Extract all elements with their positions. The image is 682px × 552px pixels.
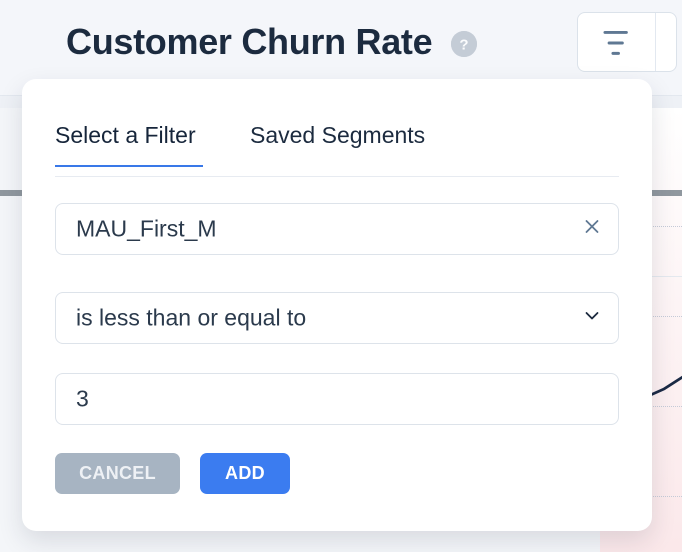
svg-text:?: ?: [459, 37, 468, 54]
